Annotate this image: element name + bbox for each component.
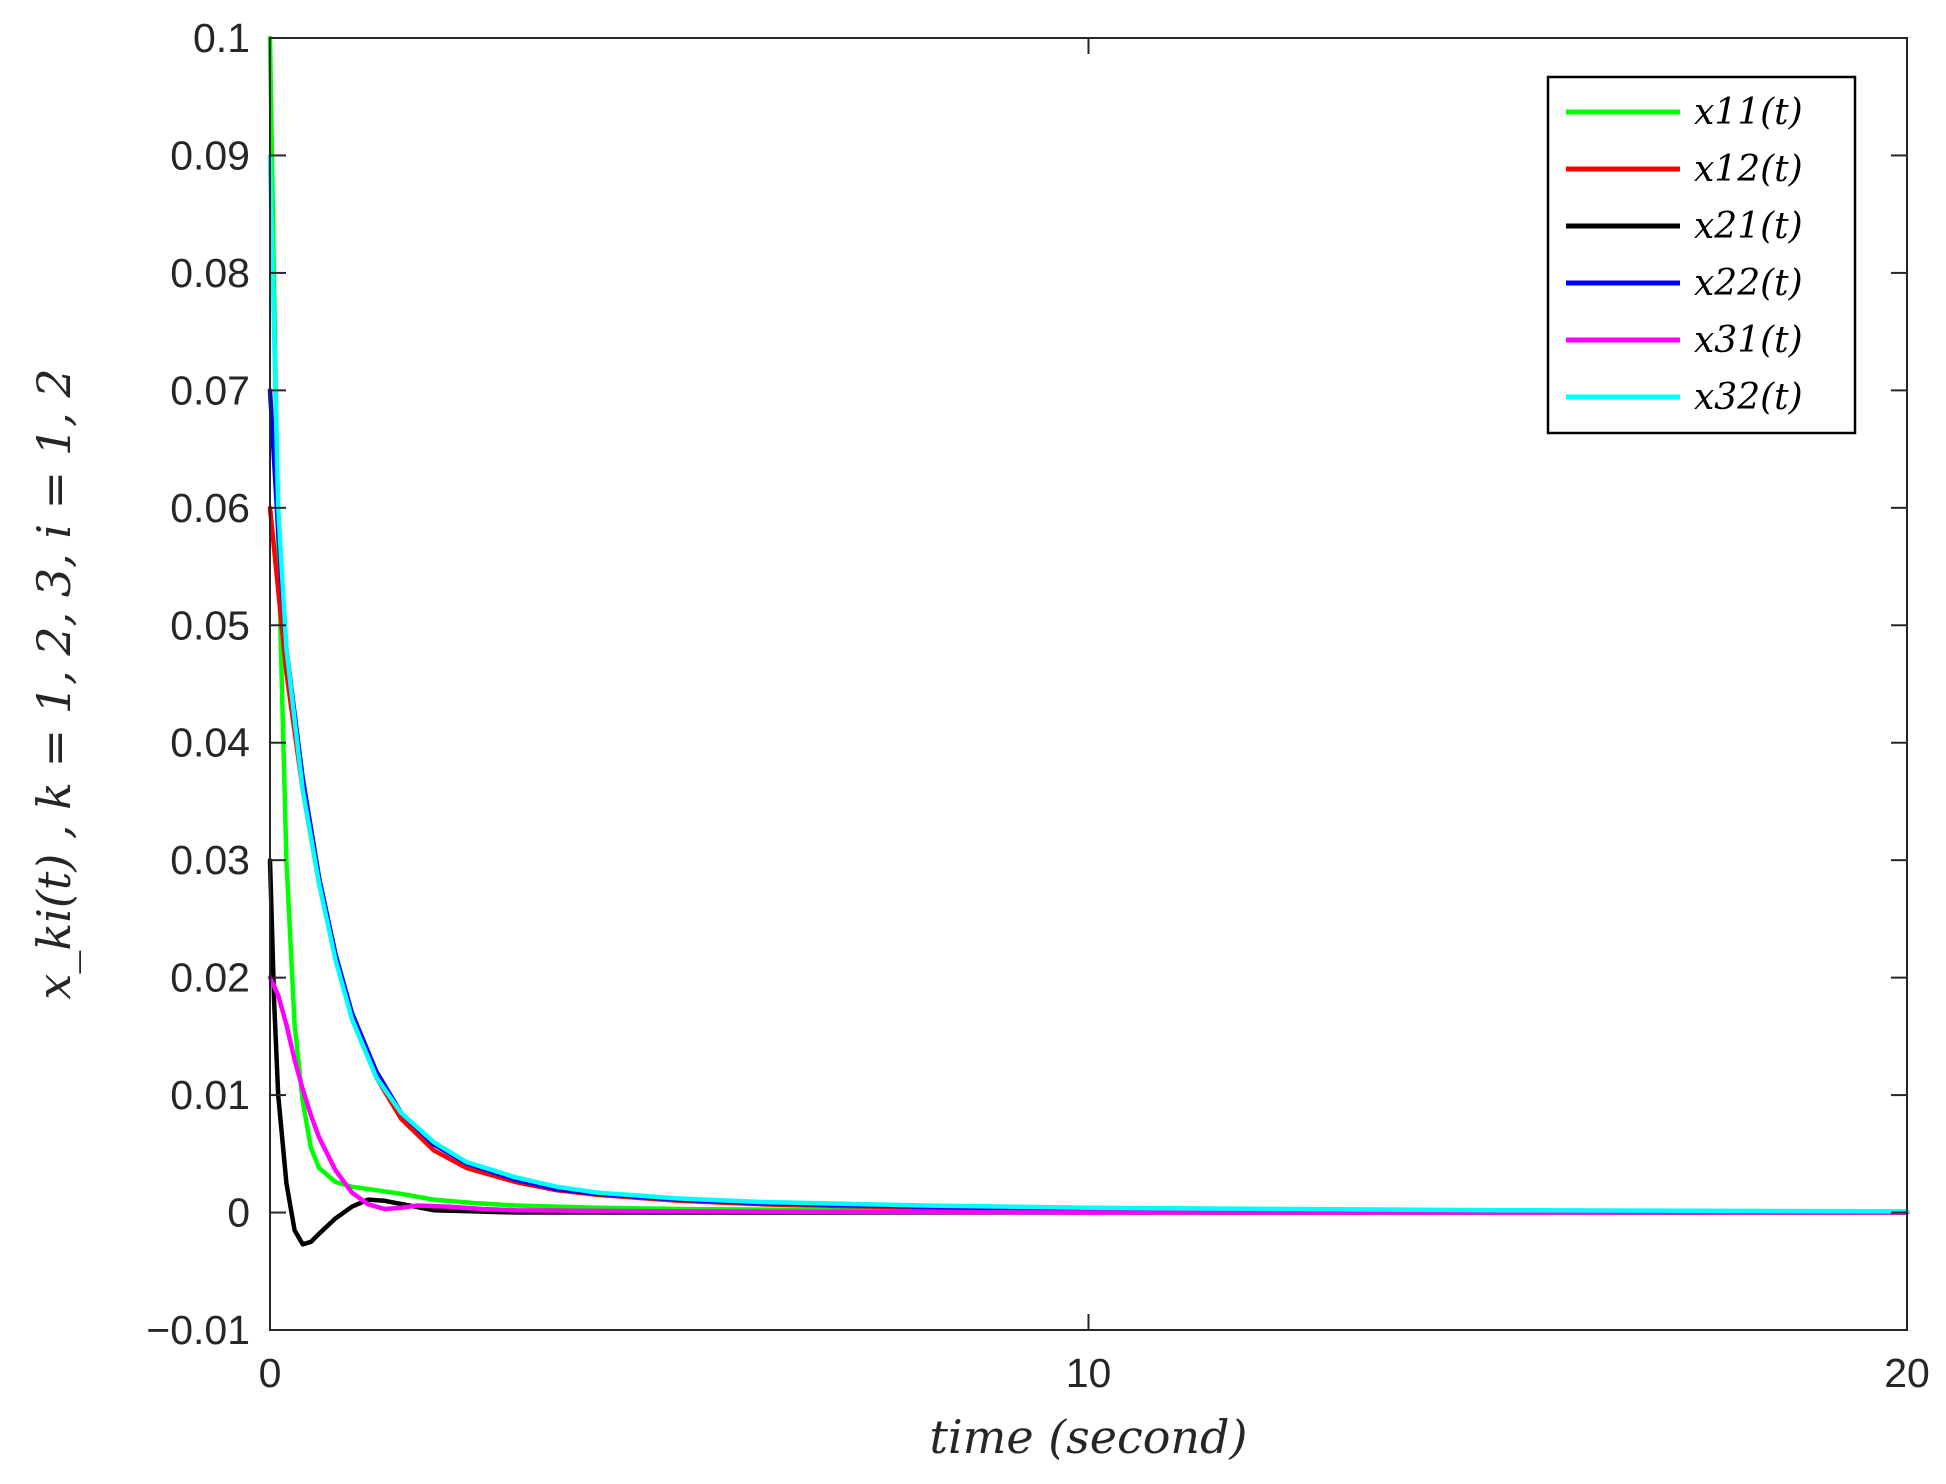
series-layer [267, 35, 1910, 1247]
y-tick-label: 0.08 [170, 250, 250, 296]
legend-label-6: x32(t) [1694, 377, 1803, 418]
legend-label-3: x21(t) [1694, 206, 1803, 247]
legend-label-4: x22(t) [1694, 263, 1803, 304]
x-tick-label: 20 [1884, 1350, 1930, 1396]
y-tick-label: −0.01 [146, 1307, 250, 1353]
y-tick-label: 0.05 [170, 602, 250, 648]
y-tick-label: 0.01 [170, 1072, 250, 1118]
series-line-3 [267, 857, 1910, 1247]
legend-label-2: x12(t) [1694, 149, 1803, 190]
series-line-5 [267, 975, 1910, 1215]
x-tick-label: 0 [259, 1350, 282, 1396]
legend: x11(t) x12(t) x21(t) x22(t) x31(t) x32(t) [1546, 75, 1857, 435]
tick-layer: 0 10 20−0.0100.010.020.030.040.050.060.070… [146, 15, 1930, 1396]
y-axis-title: x_ki(t) , k = 1, 2, 3, i = 1, 2 [27, 368, 81, 999]
y-tick-label: 0.03 [170, 837, 250, 883]
y-tick-label: 0.04 [170, 720, 250, 766]
x-tick-label: 10 [1066, 1350, 1112, 1396]
y-tick-label: 0.02 [170, 955, 250, 1001]
legend-box [1546, 75, 1857, 435]
legend-label-1: x11(t) [1694, 92, 1803, 133]
x-axis-title: time (second) [930, 1410, 1248, 1464]
y-tick-label: 0.1 [193, 15, 250, 61]
y-tick-label: 0.06 [170, 485, 250, 531]
y-tick-label: 0.09 [170, 132, 250, 178]
y-tick-label: 0 [227, 1190, 250, 1236]
series-line-6 [267, 153, 1910, 1214]
legend-label-5: x31(t) [1694, 320, 1803, 361]
y-tick-label: 0.07 [170, 367, 250, 413]
